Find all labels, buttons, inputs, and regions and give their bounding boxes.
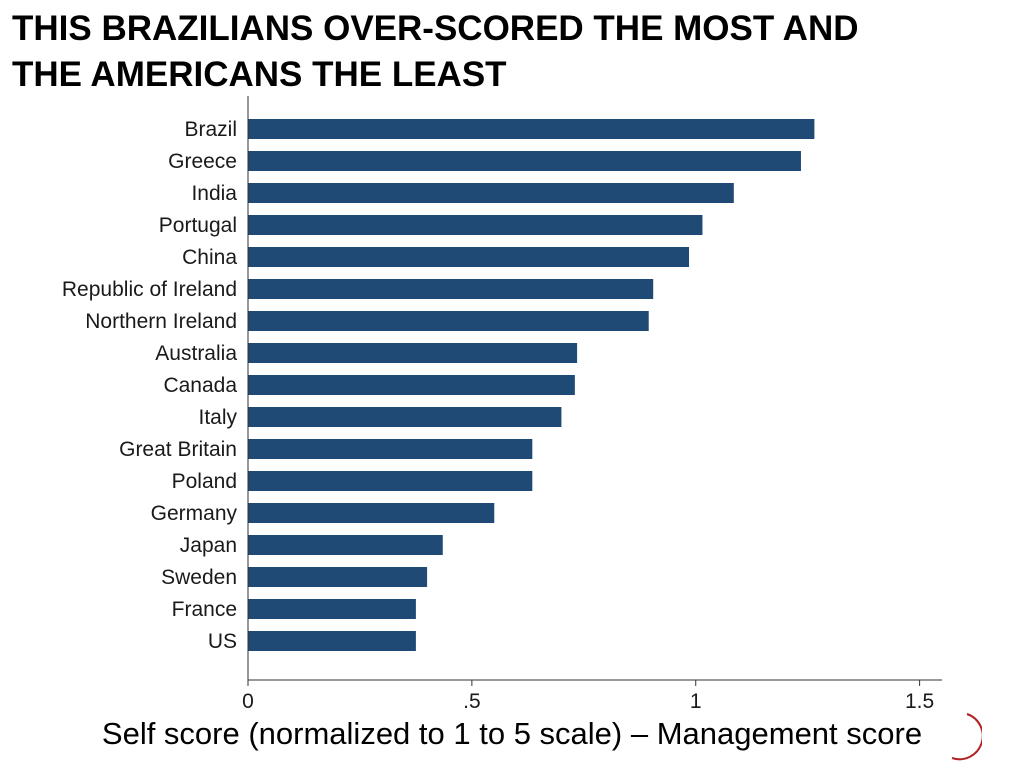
category-label: China [182, 246, 237, 269]
category-label: India [191, 182, 237, 205]
category-label: Greece [168, 150, 237, 173]
category-label: Italy [198, 406, 237, 429]
bars-group [248, 119, 815, 651]
category-label: Great Britain [119, 438, 237, 461]
bar-italy [248, 407, 562, 427]
x-tick-label: 0 [242, 690, 254, 713]
category-label: Canada [163, 374, 237, 397]
bar-sweden [248, 567, 428, 587]
bar-poland [248, 471, 533, 491]
bar-republic-of-ireland [248, 279, 654, 299]
bar-great-britain [248, 439, 533, 459]
axes-group: 0 .5 1 1.5 [242, 96, 942, 713]
category-label: Republic of Ireland [62, 278, 237, 301]
logo-mark [951, 713, 982, 761]
category-label: Australia [155, 342, 237, 365]
x-tick-label: 1 [690, 690, 702, 713]
bar-china [248, 247, 690, 267]
bar-india [248, 183, 734, 203]
category-label: US [208, 630, 237, 653]
bar-australia [248, 343, 578, 363]
category-label: France [172, 598, 237, 621]
category-label: Germany [151, 502, 238, 525]
category-label: Portugal [159, 214, 237, 237]
category-label: Poland [172, 470, 237, 493]
x-tick-label: 1.5 [905, 690, 934, 713]
x-tick-label: .5 [463, 690, 481, 713]
slide-title-line-2: THE AMERICANS THE LEAST [12, 55, 507, 94]
slide-title-line-1: THIS BRAZILIANS OVER-SCORED THE MOST AND [12, 9, 859, 48]
category-label: Japan [180, 534, 237, 557]
bar-greece [248, 151, 801, 171]
slide-title: THIS BRAZILIANS OVER-SCORED THE MOST AND… [12, 6, 1012, 98]
category-labels-group: Brazil Greece India Portugal China Republic o… [62, 118, 238, 653]
bar-portugal [248, 215, 703, 235]
bar-canada [248, 375, 575, 395]
x-axis-label: Self score (normalized to 1 to 5 scale) … [0, 712, 1024, 756]
bar-brazil [248, 119, 815, 139]
bar-germany [248, 503, 495, 523]
bar-japan [248, 535, 443, 555]
category-label: Brazil [184, 118, 237, 141]
category-label: Sweden [161, 566, 237, 589]
bar-northern-ireland [248, 311, 649, 331]
category-label: Northern Ireland [85, 310, 237, 333]
bar-us [248, 631, 416, 651]
bar-france [248, 599, 416, 619]
